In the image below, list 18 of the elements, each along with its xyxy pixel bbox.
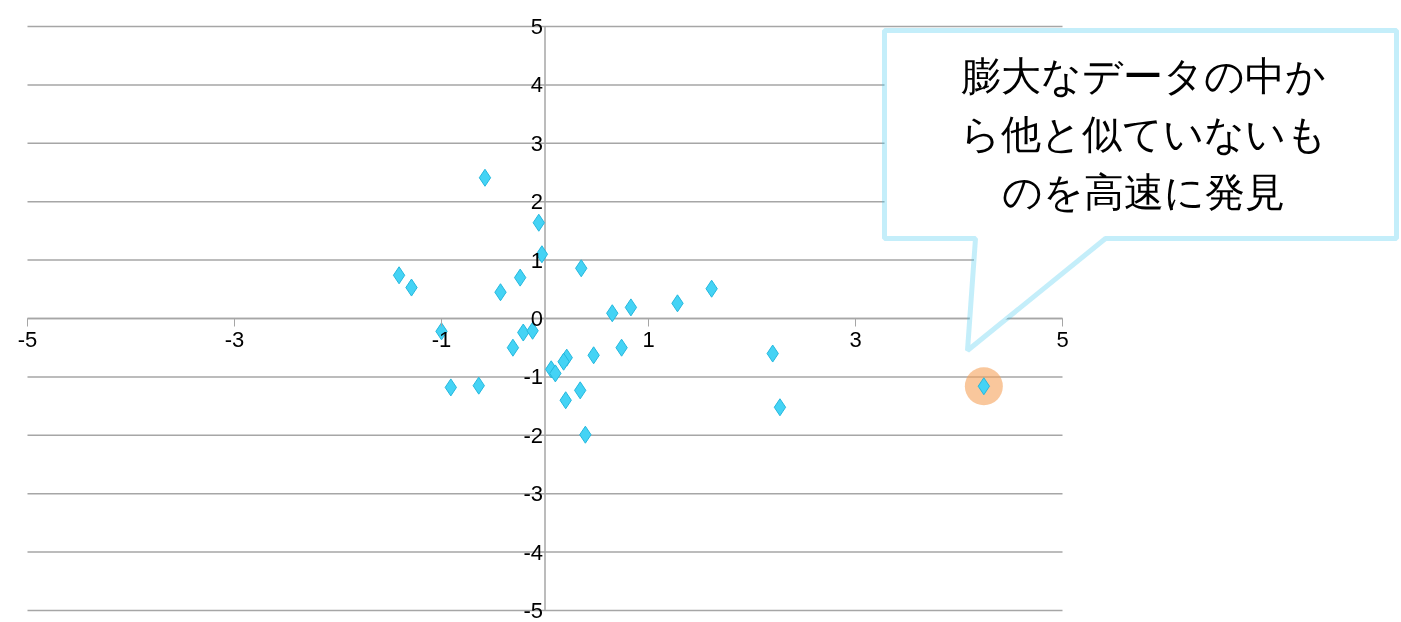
y-tick-label: -5	[523, 598, 543, 622]
annotation: 膨大なデータの中から他と似ていないものを高速に発見	[960, 53, 1327, 214]
y-tick-label: -4	[523, 539, 543, 565]
y-tick-label: -3	[523, 481, 543, 507]
y-tick-label: 1	[530, 247, 544, 273]
x-tick-label: 1	[642, 326, 655, 352]
y-tick-label: 3	[530, 130, 544, 156]
y-tick-label: 0	[530, 306, 544, 331]
y-tick-label: 2	[530, 189, 544, 215]
y-tick-label: -2	[523, 422, 543, 448]
x-tick-label: 5	[1056, 326, 1069, 352]
x-tick-label: -1	[431, 326, 452, 352]
x-tick-label: -5	[17, 326, 38, 352]
y-tick-label: 4	[530, 72, 544, 98]
y-tick-label: -1	[523, 364, 543, 390]
x-tick-label: 3	[849, 326, 862, 352]
x-tick-label: -3	[224, 326, 245, 352]
y-tick-label: 5	[530, 14, 544, 39]
